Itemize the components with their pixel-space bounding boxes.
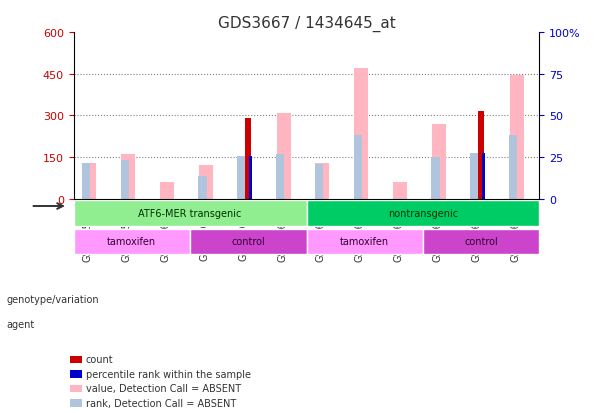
Bar bbox=[245, 119, 251, 199]
Bar bbox=[82, 163, 90, 199]
Text: tamoxifen: tamoxifen bbox=[340, 237, 389, 247]
FancyBboxPatch shape bbox=[190, 229, 306, 255]
Bar bbox=[354, 135, 362, 199]
Text: tamoxifen: tamoxifen bbox=[107, 237, 156, 247]
Text: agent: agent bbox=[6, 319, 34, 329]
Bar bbox=[316, 163, 329, 199]
Text: percentile rank within the sample: percentile rank within the sample bbox=[86, 369, 251, 379]
Bar bbox=[393, 183, 407, 199]
Text: control: control bbox=[464, 237, 498, 247]
Bar bbox=[121, 155, 135, 199]
Bar bbox=[509, 76, 524, 199]
Bar bbox=[354, 69, 368, 199]
FancyBboxPatch shape bbox=[74, 229, 190, 255]
Bar bbox=[276, 113, 291, 199]
Bar bbox=[482, 154, 485, 199]
FancyBboxPatch shape bbox=[74, 201, 306, 226]
Bar bbox=[470, 154, 478, 199]
Bar bbox=[276, 155, 284, 199]
Bar bbox=[237, 156, 245, 199]
Title: GDS3667 / 1434645_at: GDS3667 / 1434645_at bbox=[218, 16, 395, 32]
Text: value, Detection Call = ABSENT: value, Detection Call = ABSENT bbox=[86, 383, 241, 393]
Bar bbox=[199, 166, 213, 199]
Bar bbox=[160, 183, 174, 199]
FancyBboxPatch shape bbox=[306, 201, 539, 226]
FancyBboxPatch shape bbox=[423, 229, 539, 255]
Bar bbox=[509, 135, 517, 199]
FancyBboxPatch shape bbox=[306, 229, 423, 255]
Bar bbox=[83, 163, 96, 199]
Text: control: control bbox=[231, 237, 265, 247]
Bar bbox=[249, 156, 252, 199]
Bar bbox=[432, 124, 446, 199]
Text: rank, Detection Call = ABSENT: rank, Detection Call = ABSENT bbox=[86, 398, 236, 408]
Text: nontransgenic: nontransgenic bbox=[388, 209, 458, 218]
Bar bbox=[314, 164, 323, 199]
Bar bbox=[431, 158, 440, 199]
Bar bbox=[198, 177, 207, 199]
Bar bbox=[121, 160, 129, 199]
Text: ATF6-MER transgenic: ATF6-MER transgenic bbox=[139, 209, 242, 218]
Text: count: count bbox=[86, 354, 113, 364]
Text: genotype/variation: genotype/variation bbox=[6, 294, 99, 304]
Bar bbox=[478, 112, 484, 199]
